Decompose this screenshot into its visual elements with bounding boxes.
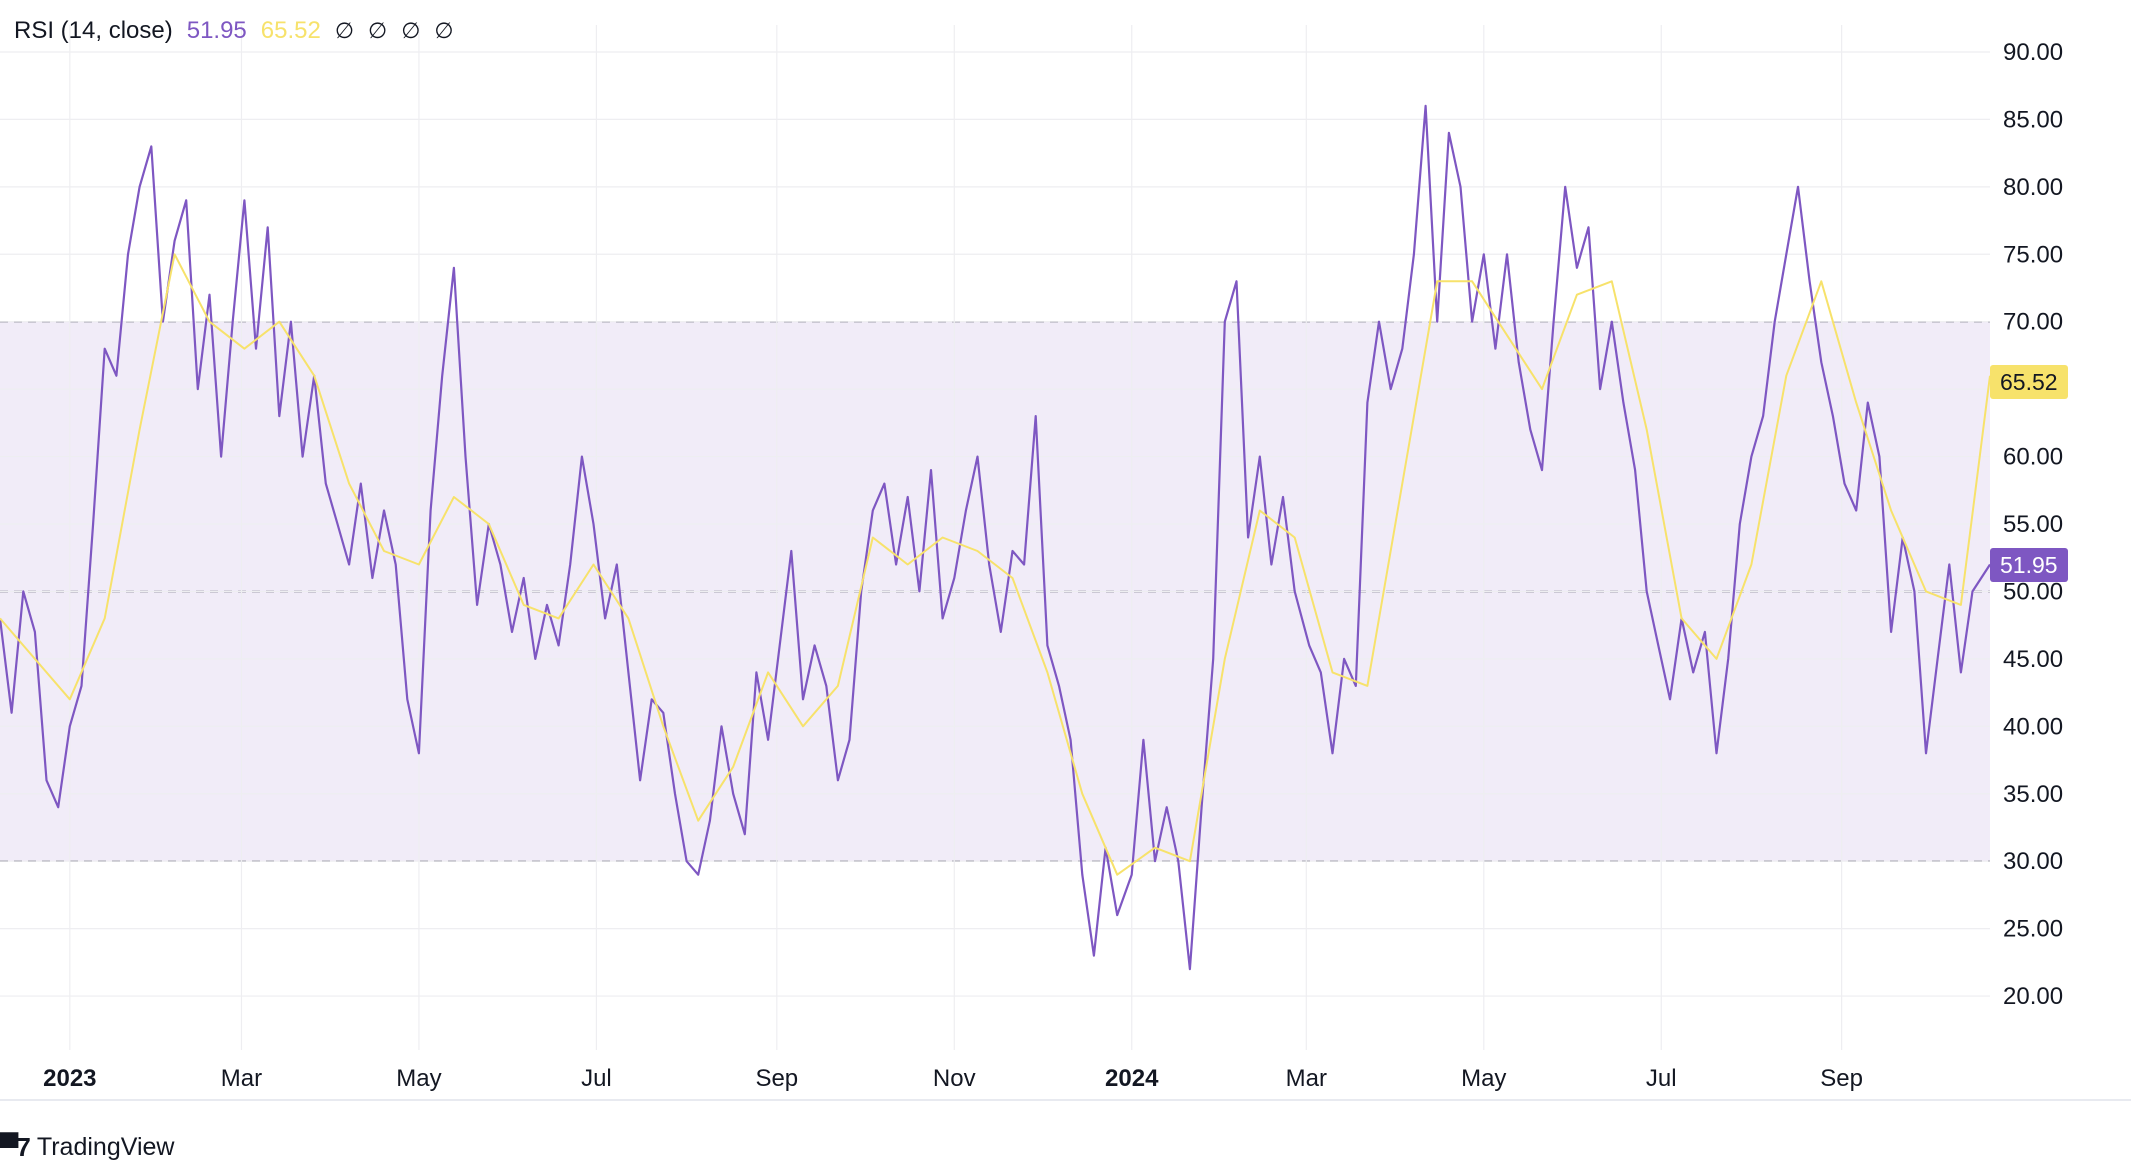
- x-tick-label: 2024: [1105, 1065, 1159, 1092]
- grid-layer: [0, 25, 1990, 1050]
- y-tick-label: 45.00: [2003, 646, 2063, 673]
- y-tick-label: 25.00: [2003, 916, 2063, 943]
- brand-name: TradingView: [36, 1133, 175, 1161]
- y-tick-label: 55.00: [2003, 511, 2063, 538]
- y-tick-label: 70.00: [2003, 309, 2063, 336]
- y-tick-label: 40.00: [2003, 713, 2063, 740]
- ma-last-value-tag: 65.52: [1990, 365, 2068, 400]
- indicator-legend[interactable]: RSI (14, close) 51.95 65.52 ∅ ∅ ∅ ∅: [14, 14, 454, 48]
- rsi-ma-line: [0, 253, 1991, 876]
- ma-value: 65.52: [260, 17, 321, 44]
- y-tick-label: 35.00: [2003, 781, 2063, 808]
- x-tick-label: May: [396, 1065, 441, 1092]
- x-tick-label: May: [1461, 1065, 1506, 1092]
- y-tick-label: 60.00: [2003, 444, 2063, 471]
- x-tick-label: Sep: [1820, 1065, 1863, 1092]
- x-tick-label: 2023: [43, 1065, 96, 1092]
- y-tick-label: 85.00: [2003, 106, 2063, 133]
- y-tick-label: 75.00: [2003, 241, 2063, 268]
- empty-value-icon: ∅: [368, 18, 388, 43]
- y-axis: 90.0085.0080.0075.0070.0065.0060.0055.00…: [2003, 39, 2063, 1010]
- x-tick-label: Jul: [1646, 1065, 1677, 1092]
- x-tick-label: Mar: [1286, 1065, 1327, 1092]
- y-tick-label: 80.00: [2003, 174, 2063, 201]
- x-tick-label: Jul: [581, 1065, 612, 1092]
- empty-value-icon: ∅: [401, 18, 421, 43]
- y-tick-label: 50.00: [2003, 578, 2063, 605]
- y-tick-label: 20.00: [2003, 983, 2063, 1010]
- rsi-value: 51.95: [186, 17, 247, 44]
- tradingview-brand[interactable]: ▀7 TradingView: [0, 1132, 174, 1163]
- x-tick-label: Mar: [221, 1065, 262, 1092]
- rsi-last-value-tag: 51.95: [1990, 548, 2068, 583]
- y-tick-label: 30.00: [2003, 848, 2063, 875]
- tradingview-logo-icon: ▀7: [0, 1132, 31, 1162]
- empty-value-icon: ∅: [434, 18, 454, 43]
- empty-value-icon: ∅: [334, 18, 355, 43]
- x-tick-label: Sep: [755, 1065, 798, 1092]
- series-layer: [0, 104, 1991, 971]
- y-tick-label: 90.00: [2003, 39, 2063, 66]
- x-tick-label: Nov: [933, 1065, 976, 1092]
- rsi-line: [0, 104, 1991, 971]
- indicator-title[interactable]: RSI (14, close): [14, 17, 173, 44]
- x-axis: 2023 Mar May Jul Sep Nov 2024 Mar May Jul Sep: [0, 1065, 2131, 1101]
